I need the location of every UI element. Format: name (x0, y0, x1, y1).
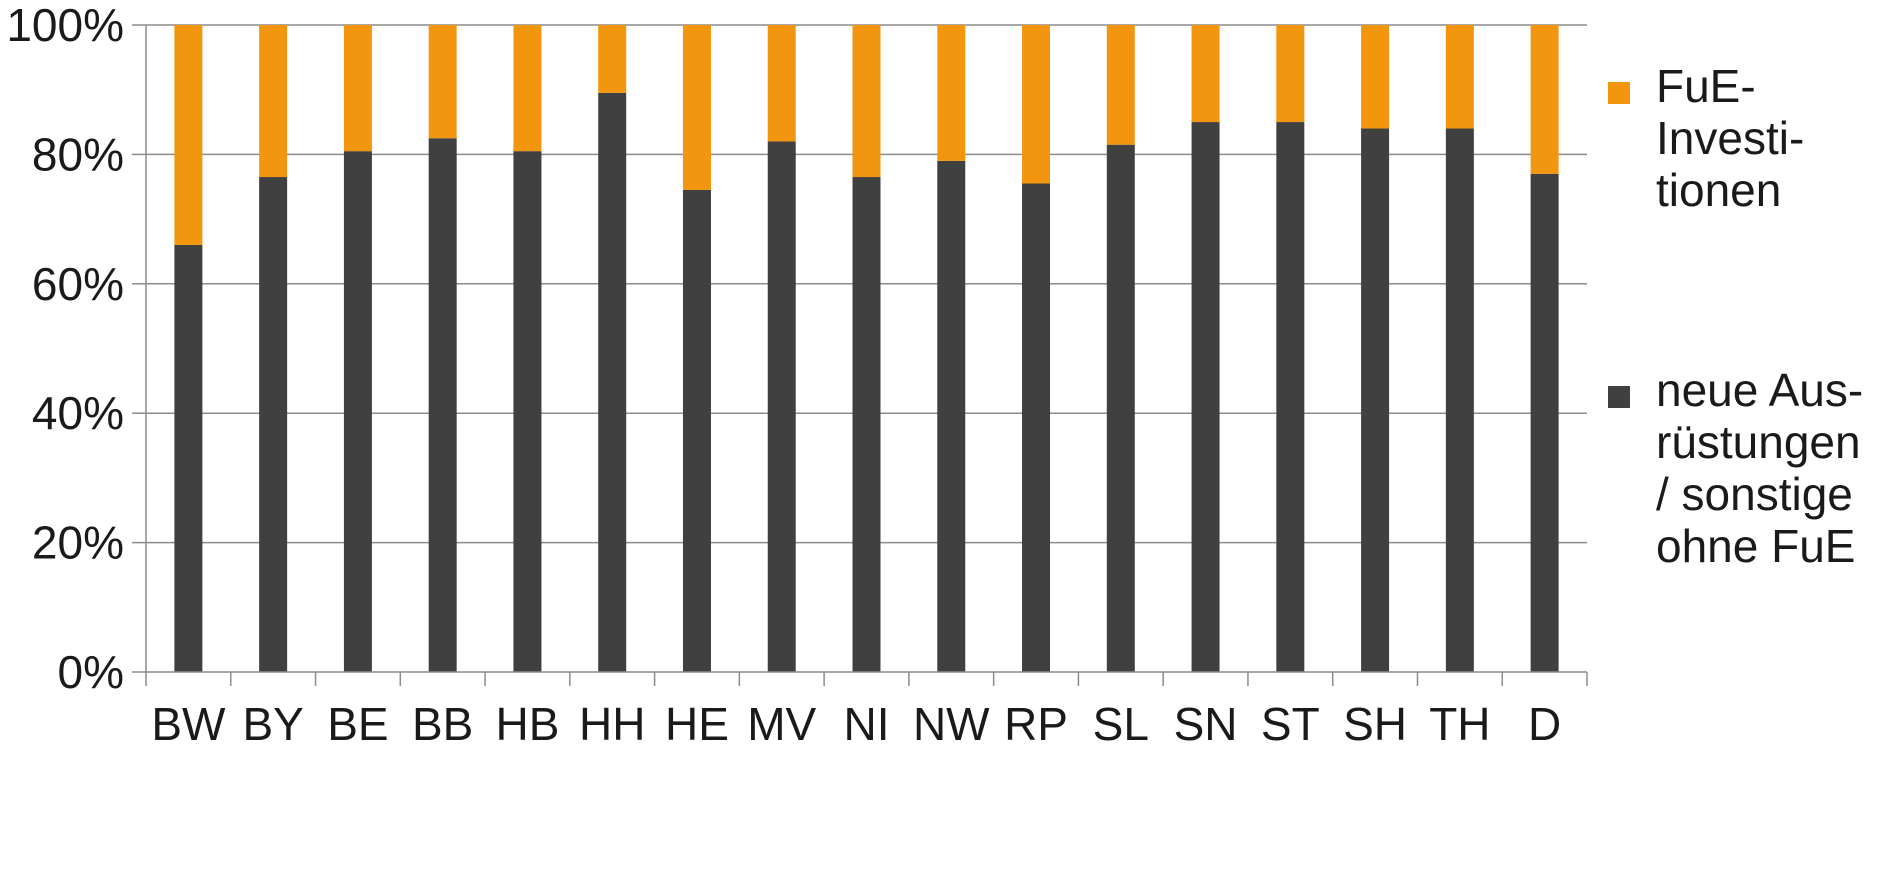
bar-segment-fue (513, 25, 542, 152)
bar-segment-fue (1191, 25, 1220, 123)
bar-segment-fue (767, 25, 796, 142)
x-tick-label: SH (1343, 698, 1407, 750)
legend-line: ohne FuE (1656, 520, 1856, 572)
bar-segment-ausruestungen (937, 160, 966, 672)
bar-segment-fue (259, 25, 288, 178)
y-tick-label: 100% (6, 0, 124, 51)
y-tick-label: 40% (32, 387, 124, 439)
x-tick-label: BE (327, 698, 388, 750)
legend-label-fue: FuE- Investi- tionen (1656, 60, 1895, 216)
bar-segment-ausruestungen (767, 141, 796, 672)
bar-segment-ausruestungen (513, 151, 542, 673)
y-tick-label: 0% (58, 646, 124, 698)
y-tick-label: 60% (32, 258, 124, 310)
x-tick-label: TH (1429, 698, 1490, 750)
bar-segment-ausruestungen (682, 189, 711, 673)
legend-swatch-ausruestungen (1608, 386, 1630, 408)
bar-segment-ausruestungen (852, 177, 881, 673)
bar-segment-ausruestungen (259, 177, 288, 673)
legend-line: FuE- (1656, 60, 1756, 112)
bars (174, 25, 1559, 673)
legend-line: Investi- (1656, 112, 1805, 164)
bar-segment-ausruestungen (174, 244, 203, 673)
x-tick-label: RP (1004, 698, 1068, 750)
bar-segment-ausruestungen (343, 151, 372, 673)
x-tick-label: BY (242, 698, 303, 750)
legend-line: tionen (1656, 164, 1782, 216)
y-axis: 0% 20% 40% 60% 80% 100% (6, 0, 147, 698)
bar-segment-fue (937, 25, 966, 161)
bar-segment-ausruestungen (1445, 128, 1474, 672)
legend-label-ausruestungen: neue Aus- rüstungen / sonstige ohne FuE (1656, 364, 1895, 572)
bar-segment-fue (682, 25, 711, 190)
x-tick-label: NW (913, 698, 990, 750)
bar-segment-ausruestungen (1361, 128, 1390, 672)
x-axis: BW BY BE BB HB HH HE MV NI NW RP SL SN ST SH TH D (145, 671, 1588, 750)
y-tick-label: 80% (32, 128, 124, 180)
bar-segment-fue (1361, 25, 1390, 129)
x-tick-label: NI (844, 698, 890, 750)
bar-segment-fue (852, 25, 881, 178)
legend-swatch-fue (1608, 82, 1630, 104)
x-tick-label: MV (747, 698, 816, 750)
x-tick-label: BW (151, 698, 226, 750)
bar-segment-fue (428, 25, 457, 139)
bar-segment-ausruestungen (428, 138, 457, 673)
bar-segment-ausruestungen (1530, 173, 1559, 672)
bar-segment-fue (1445, 25, 1474, 129)
x-tick-label: SL (1093, 698, 1149, 750)
x-tick-label: SN (1174, 698, 1238, 750)
x-tick-label: BB (412, 698, 473, 750)
bar-segment-ausruestungen (1276, 122, 1305, 673)
bar-segment-ausruestungen (1022, 183, 1051, 672)
bar-segment-ausruestungen (1106, 144, 1135, 672)
legend-line: neue Aus- (1656, 364, 1864, 416)
bar-segment-fue (343, 25, 372, 152)
bar-segment-fue (174, 25, 203, 245)
legend-line: rüstungen (1656, 416, 1861, 468)
x-tick-label: HH (579, 698, 645, 750)
x-tick-label: HB (495, 698, 559, 750)
legend-line: / sonstige (1656, 468, 1853, 520)
bar-segment-fue (1276, 25, 1305, 123)
y-tick-label: 20% (32, 517, 124, 569)
bar-segment-fue (598, 25, 627, 93)
x-tick-label: HE (665, 698, 729, 750)
bar-segment-ausruestungen (598, 92, 627, 672)
bar-segment-ausruestungen (1191, 122, 1220, 673)
bar-segment-fue (1106, 25, 1135, 145)
x-tick-label: D (1528, 698, 1561, 750)
bar-segment-fue (1530, 25, 1559, 174)
bar-segment-fue (1022, 25, 1051, 184)
x-tick-label: ST (1261, 698, 1320, 750)
